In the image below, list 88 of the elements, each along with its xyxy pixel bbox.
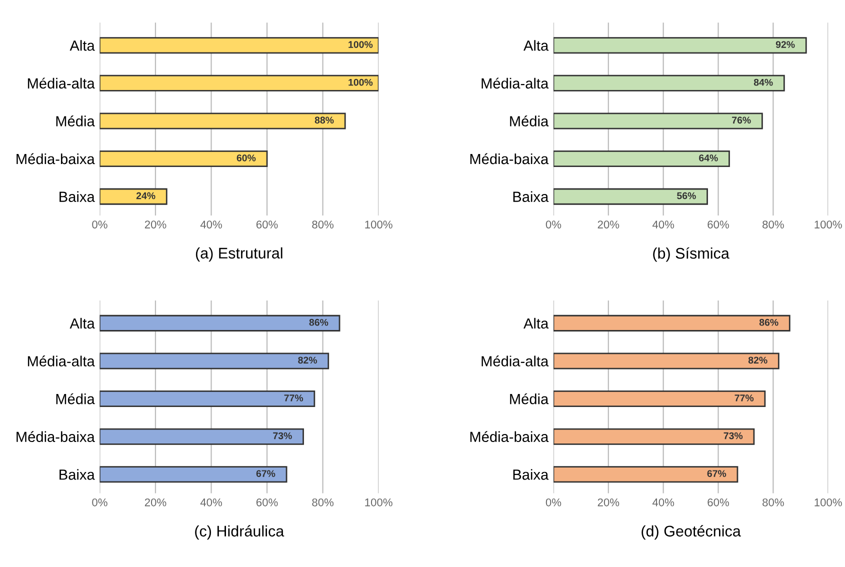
x-tick-label: 20% <box>598 220 620 228</box>
y-tick-label: Média-baixa <box>16 153 95 164</box>
bar <box>100 390 316 408</box>
bar <box>553 74 785 92</box>
data-label: 100% <box>348 78 373 86</box>
bar <box>553 428 755 445</box>
x-tick-label: 80% <box>312 220 334 228</box>
x-tick-label: 0% <box>546 220 562 228</box>
y-tick-label: Baixa <box>513 469 549 480</box>
x-tick-label: 80% <box>312 498 334 506</box>
bar <box>100 466 288 483</box>
data-label: 67% <box>256 470 276 477</box>
data-label: 24% <box>136 192 156 200</box>
data-label: 73% <box>273 432 292 440</box>
text: (c) Hidráulica <box>195 525 284 540</box>
y-tick-label: Baixa <box>513 191 549 202</box>
bar <box>100 150 268 168</box>
x-tick-label: 40% <box>200 498 222 506</box>
y-tick-label: Baixa <box>60 469 95 480</box>
x-tick-label: 60% <box>256 220 278 228</box>
bar <box>100 37 379 54</box>
bar <box>100 188 168 205</box>
x-tick-label: 80% <box>762 220 784 228</box>
x-tick-label: 60% <box>708 220 729 228</box>
data-label: 82% <box>298 356 318 364</box>
y-tick-label: Média <box>510 116 549 126</box>
y-tick-label: Média-baixa <box>470 431 549 442</box>
bar <box>553 466 738 483</box>
data-label: 76% <box>732 116 751 124</box>
bar <box>100 314 340 332</box>
data-label: 77% <box>284 394 304 402</box>
x-tick-label: 80% <box>762 498 784 506</box>
y-tick-label: Média-baixa <box>16 431 95 442</box>
data-label: 88% <box>314 116 334 124</box>
x-tick-label: 100% <box>814 498 842 506</box>
text: (a) Estrutural <box>196 247 282 262</box>
x-tick-label: 40% <box>652 220 674 228</box>
x-tick-label: 20% <box>144 498 166 506</box>
bar <box>100 112 346 130</box>
data-label: 56% <box>677 192 696 200</box>
bar <box>553 390 766 408</box>
bar <box>100 428 304 445</box>
y-tick-label: Alta <box>524 318 549 329</box>
data-label: 60% <box>236 154 256 162</box>
y-tick-label: Média-alta <box>482 356 549 366</box>
data-label: 84% <box>754 78 773 86</box>
bar <box>553 188 708 205</box>
y-tick-label: Baixa <box>60 191 95 202</box>
text: (d) Geotécnica <box>642 525 741 540</box>
bar <box>553 352 780 370</box>
data-label: 67% <box>707 470 726 477</box>
bar <box>553 314 790 332</box>
x-tick-label: 0% <box>92 220 108 228</box>
y-tick-label: Alta <box>70 40 95 51</box>
x-tick-label: 0% <box>92 498 108 506</box>
x-tick-label: 60% <box>708 498 729 506</box>
bar <box>100 74 379 92</box>
data-label: 77% <box>734 394 754 402</box>
data-label: 92% <box>776 41 795 48</box>
x-tick-label: 60% <box>256 498 278 506</box>
x-tick-label: 0% <box>546 498 562 506</box>
y-tick-label: Média <box>56 393 95 404</box>
y-tick-label: Média-alta <box>28 78 95 89</box>
y-tick-label: Alta <box>524 40 549 51</box>
data-label: 100% <box>348 41 373 48</box>
data-label: 86% <box>309 318 328 326</box>
data-label: 82% <box>748 356 768 364</box>
x-tick-label: 100% <box>365 220 392 228</box>
data-label: 73% <box>724 432 743 440</box>
x-tick-label: 20% <box>598 498 620 506</box>
y-tick-label: Média-alta <box>482 78 549 89</box>
data-label: 86% <box>759 318 778 326</box>
y-tick-label: Média <box>510 393 549 404</box>
x-tick-label: 40% <box>652 498 674 506</box>
y-tick-label: Média <box>56 116 95 126</box>
x-tick-label: 100% <box>814 220 842 228</box>
x-tick-label: 100% <box>365 498 392 506</box>
x-tick-label: 40% <box>200 220 222 228</box>
data-label: 64% <box>699 154 718 162</box>
bar <box>553 112 763 130</box>
y-tick-label: Alta <box>70 318 95 329</box>
bar <box>553 150 730 168</box>
y-tick-label: Média-alta <box>28 356 95 366</box>
bar <box>553 37 807 54</box>
y-tick-label: Média-baixa <box>470 153 549 164</box>
x-tick-label: 20% <box>144 220 166 228</box>
text: (b) Sísmica <box>653 247 730 262</box>
bar <box>100 352 330 370</box>
